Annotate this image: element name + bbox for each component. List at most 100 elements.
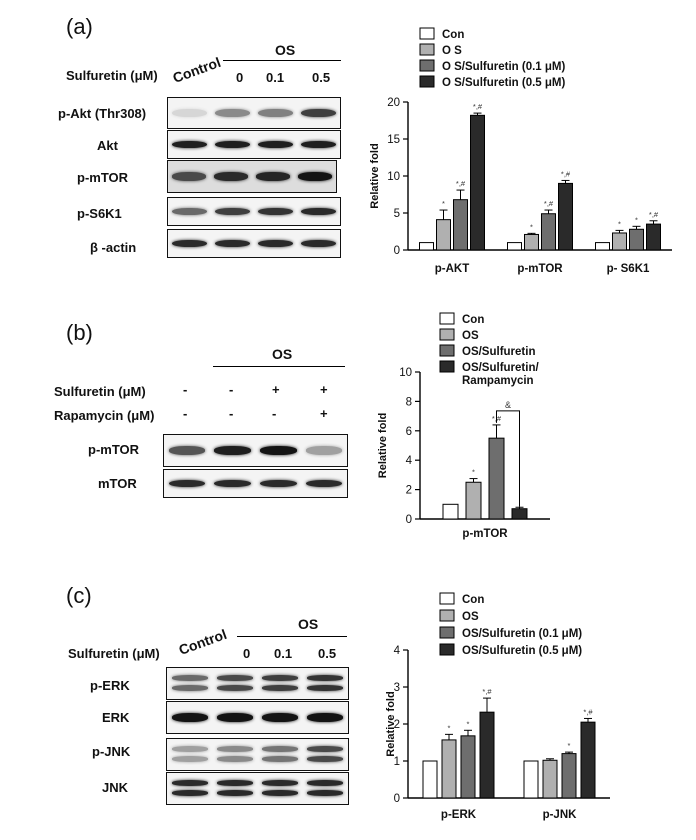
panel-c-os-line [237, 636, 347, 637]
significance-mark: * [448, 723, 451, 732]
panel-c-os-label: OS [298, 616, 319, 632]
y-tick-label: 0 [394, 245, 400, 257]
blot-band [171, 675, 208, 681]
legend-label: Con [462, 314, 484, 326]
y-tick-label: 2 [394, 719, 400, 731]
blot-a-3-label: p-S6K1 [77, 206, 122, 221]
blot-a-4 [167, 229, 341, 258]
blot-band [307, 790, 344, 796]
legend-label: Rampamycin [462, 375, 534, 387]
bar [507, 242, 522, 251]
bar [629, 228, 644, 251]
x-tick-label: p-JNK [543, 809, 578, 821]
significance-mark: * [442, 199, 445, 208]
blot-c-2-label: p-JNK [92, 744, 131, 759]
comparison-bracket [496, 410, 520, 507]
panel-b-row-1-sign-3: + [320, 406, 328, 421]
blot-band [214, 172, 248, 181]
panel-b-row-1-sign-1: - [229, 406, 234, 421]
blot-a-2 [167, 160, 337, 193]
panel-b-row-0-sign-2: + [272, 382, 280, 397]
bar [479, 711, 495, 799]
blot-band [171, 790, 208, 796]
blot-band [258, 239, 293, 248]
legend-swatch [419, 27, 435, 40]
bar [453, 199, 468, 251]
legend-swatch [439, 344, 455, 357]
blot-band [307, 746, 344, 752]
blot-c-3 [166, 772, 349, 805]
significance-mark: * [618, 219, 621, 228]
blot-c-0-label: p-ERK [90, 678, 130, 693]
bar [422, 760, 438, 799]
blot-band [216, 713, 253, 722]
blot-a-2-label: p-mTOR [77, 170, 129, 185]
blot-band [216, 675, 253, 681]
panel-c-dose-2: 0.5 [318, 646, 337, 661]
bar [441, 739, 457, 799]
blot-a-3 [167, 197, 341, 226]
chart-a: Con O S O S/Sulfuretin (0.1 μM) O S/Sulfure… [369, 27, 672, 275]
x-tick-label: p-ERK [441, 809, 477, 821]
blot-band [307, 756, 344, 762]
blot-band [301, 108, 336, 118]
significance-mark: *,# [561, 169, 571, 178]
legend-swatch [419, 43, 435, 56]
blot-band [171, 756, 208, 762]
blot-band [262, 685, 299, 691]
panel-a-os-line [223, 60, 341, 61]
chart-b: Con OS OS/Sulfuretin OS/Sulfuretin/Rampamyc… [377, 312, 550, 540]
bar [465, 481, 482, 520]
blot-band [172, 140, 207, 149]
panel-a-dose-0: 0 [236, 70, 244, 85]
blot-band [216, 685, 253, 691]
blot-band [168, 446, 206, 455]
y-tick-label: 0 [394, 793, 400, 805]
blot-band [258, 207, 293, 216]
panel-b-os-label: OS [272, 346, 293, 362]
blot-band [301, 207, 336, 216]
x-tick-label: p-mTOR [517, 263, 563, 275]
x-tick-label: p-mTOR [462, 528, 508, 540]
bar [419, 242, 434, 251]
blot-band [262, 746, 299, 752]
legend-label: O S/Sulfuretin (0.1 μM) [442, 61, 565, 73]
blot-band [216, 756, 253, 762]
panel-b-row-0-sign-3: + [320, 382, 328, 397]
blot-band [215, 239, 250, 248]
x-tick-label: p- S6K1 [607, 263, 650, 275]
blot-band [172, 239, 207, 248]
blot-band [262, 756, 299, 762]
bar [511, 508, 528, 520]
blot-band [260, 479, 297, 488]
y-tick-label: 20 [387, 97, 400, 109]
panel-b-row-0-sign-1: - [229, 382, 234, 397]
blot-band [262, 675, 299, 681]
blot-band [307, 713, 344, 722]
legend-swatch [439, 626, 455, 639]
legend-swatch [439, 328, 455, 341]
panel-b-label: (b) [66, 320, 93, 345]
panel-a-label: (a) [66, 14, 93, 39]
significance-mark: * [467, 719, 470, 728]
blot-a-0-label: p-Akt (Thr308) [58, 106, 147, 121]
blot-band [215, 140, 250, 149]
blot-band [256, 172, 290, 181]
legend-swatch [439, 609, 455, 622]
blot-a-1-label: Akt [97, 138, 118, 153]
significance-mark: * [530, 222, 533, 231]
blot-band [216, 790, 253, 796]
blot-band [172, 172, 206, 181]
panel-a-dose-1: 0.1 [266, 70, 285, 85]
blot-band [262, 713, 299, 722]
blot-c-2 [166, 738, 349, 771]
panel-c-control-label: Control [176, 625, 229, 658]
panel-a-control-label: Control [170, 53, 223, 86]
panel-b-os-line [213, 366, 345, 367]
x-tick-label: p-AKT [435, 263, 470, 275]
blot-band [168, 479, 206, 488]
significance-mark: *,# [544, 199, 554, 208]
legend-swatch [419, 75, 435, 88]
legend-label: OS [462, 611, 479, 623]
y-axis-label: Relative fold [369, 143, 381, 208]
